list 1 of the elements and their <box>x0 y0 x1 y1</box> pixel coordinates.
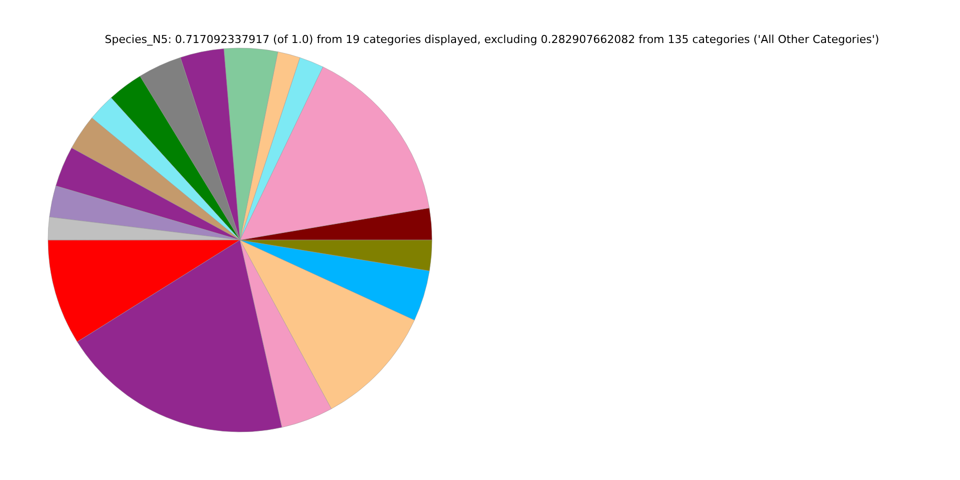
text: Species_N5: 0.717092337917 (of 1.0) from 19 categories displayed, excluding 0.282907662082 from 135 categories ('All Other Categories') <box>104 33 880 46</box>
